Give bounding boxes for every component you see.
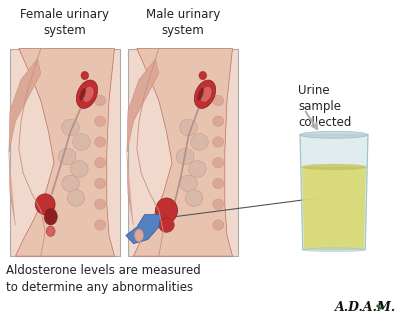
- Polygon shape: [134, 49, 232, 256]
- Text: Male urinary
system: Male urinary system: [146, 8, 220, 37]
- Ellipse shape: [213, 116, 224, 126]
- Ellipse shape: [95, 199, 106, 209]
- Ellipse shape: [95, 157, 106, 168]
- Ellipse shape: [35, 194, 55, 215]
- Ellipse shape: [80, 88, 86, 100]
- Polygon shape: [9, 59, 41, 225]
- Ellipse shape: [44, 208, 57, 225]
- Ellipse shape: [67, 190, 85, 206]
- Ellipse shape: [95, 116, 106, 126]
- Polygon shape: [16, 49, 114, 256]
- Ellipse shape: [180, 175, 197, 192]
- Ellipse shape: [213, 199, 224, 209]
- Ellipse shape: [300, 131, 368, 138]
- Polygon shape: [127, 59, 159, 225]
- Bar: [128, 49, 238, 256]
- Bar: [10, 49, 120, 256]
- Ellipse shape: [134, 229, 144, 242]
- Ellipse shape: [302, 164, 366, 170]
- Ellipse shape: [82, 86, 94, 102]
- Ellipse shape: [303, 248, 365, 252]
- Ellipse shape: [180, 119, 197, 136]
- Polygon shape: [302, 167, 366, 249]
- Ellipse shape: [188, 161, 206, 177]
- Text: A.D.A.M.: A.D.A.M.: [335, 300, 396, 314]
- Ellipse shape: [191, 134, 208, 150]
- Text: ❖: ❖: [374, 302, 384, 312]
- Ellipse shape: [159, 218, 174, 232]
- Ellipse shape: [176, 148, 194, 165]
- Ellipse shape: [58, 148, 76, 165]
- Ellipse shape: [213, 137, 224, 147]
- Ellipse shape: [185, 190, 203, 206]
- Ellipse shape: [62, 175, 79, 192]
- Ellipse shape: [95, 95, 106, 106]
- Ellipse shape: [156, 198, 178, 223]
- Ellipse shape: [76, 80, 98, 108]
- Text: Urine
sample
collected: Urine sample collected: [298, 84, 351, 129]
- Ellipse shape: [213, 178, 224, 189]
- Ellipse shape: [62, 119, 79, 136]
- Ellipse shape: [194, 80, 216, 108]
- Text: Aldosterone levels are measured
to determine any abnormalities: Aldosterone levels are measured to deter…: [6, 264, 201, 294]
- Ellipse shape: [95, 137, 106, 147]
- Ellipse shape: [213, 220, 224, 230]
- Ellipse shape: [81, 71, 89, 80]
- Ellipse shape: [213, 95, 224, 106]
- Text: Female urinary
system: Female urinary system: [20, 8, 110, 37]
- Ellipse shape: [199, 71, 207, 80]
- Ellipse shape: [46, 226, 55, 236]
- Ellipse shape: [198, 88, 204, 100]
- Polygon shape: [126, 215, 161, 244]
- Polygon shape: [300, 135, 368, 250]
- Ellipse shape: [95, 220, 106, 230]
- FancyArrowPatch shape: [306, 112, 317, 129]
- Ellipse shape: [200, 86, 212, 102]
- Ellipse shape: [70, 161, 88, 177]
- Ellipse shape: [95, 178, 106, 189]
- Ellipse shape: [73, 134, 90, 150]
- Ellipse shape: [213, 157, 224, 168]
